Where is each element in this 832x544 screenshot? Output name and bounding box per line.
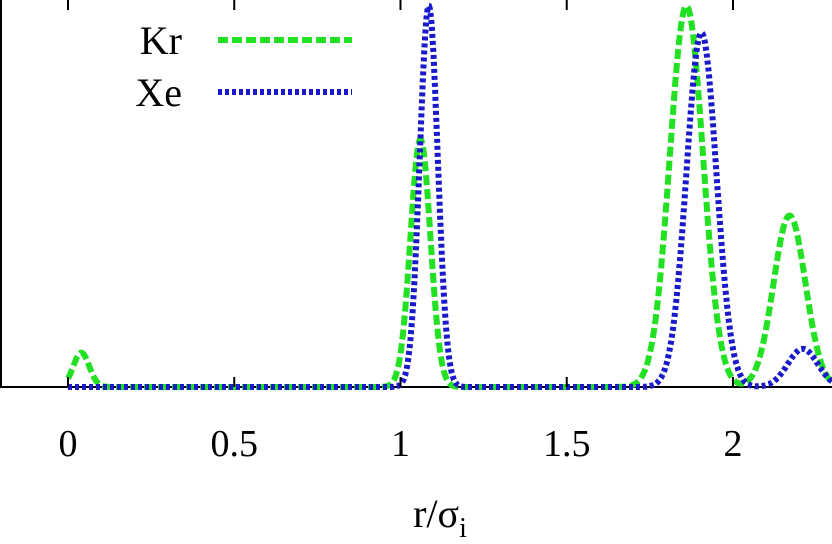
x-tick-label: 0 bbox=[59, 423, 78, 465]
x-axis-label-subscript: i bbox=[459, 513, 467, 544]
series-layer bbox=[65, 2, 832, 390]
x-ticks: 0 0.5 1 1.5 2 bbox=[59, 0, 743, 465]
x-tick-label: 0.5 bbox=[211, 423, 259, 465]
legend: Kr Xe bbox=[135, 18, 352, 115]
x-tick-label: 1 bbox=[391, 423, 410, 465]
x-axis-label: r/σi bbox=[413, 491, 467, 544]
legend-label-kr: Kr bbox=[140, 18, 182, 63]
series-line-xe bbox=[68, 3, 832, 390]
x-tick-label: 2 bbox=[724, 423, 743, 465]
legend-label-xe: Xe bbox=[135, 70, 182, 115]
x-tick-label: 1.5 bbox=[543, 423, 591, 465]
